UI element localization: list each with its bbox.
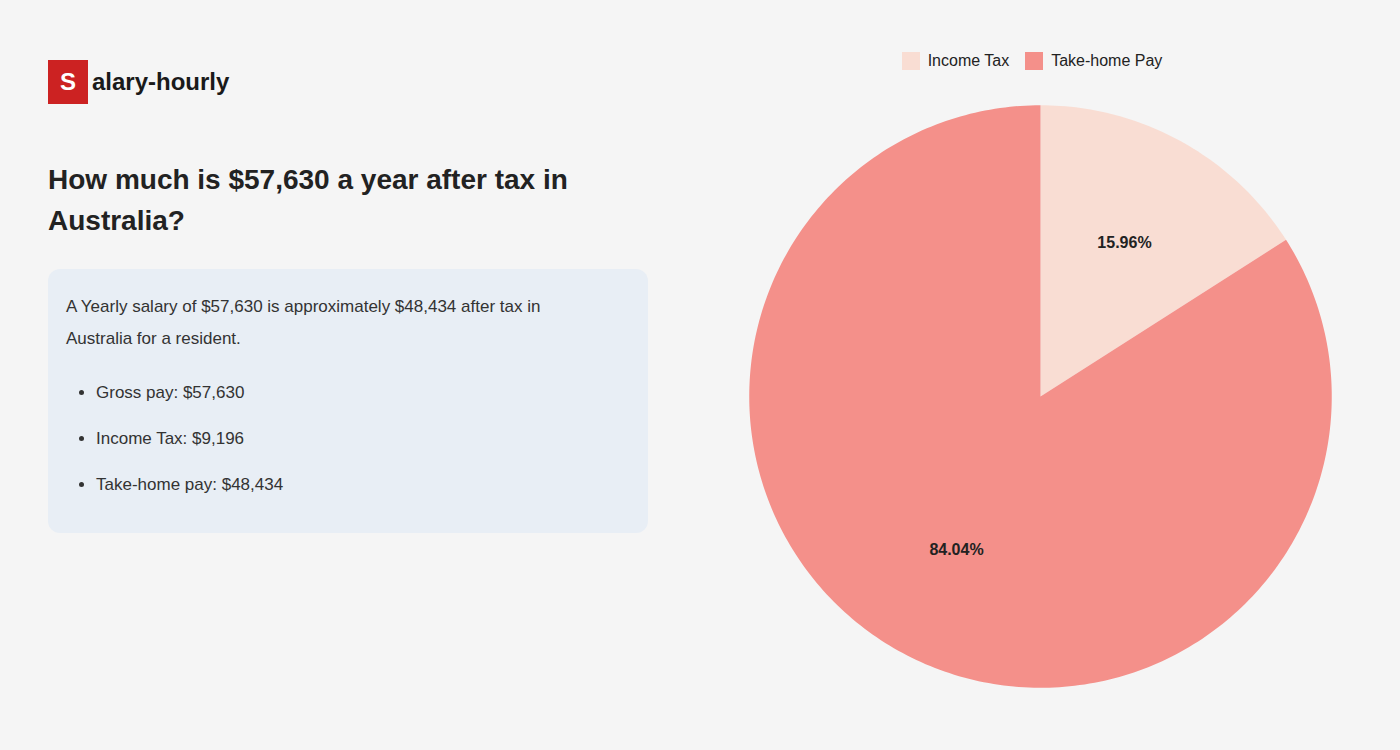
svg-text:84.04%: 84.04% xyxy=(929,540,983,557)
html-text:alary-hourly: alary-hourly xyxy=(92,68,230,95)
html-text:Income Tax: $9,196: Income Tax: $9,196 xyxy=(96,428,245,448)
html-text:Australia for a resident.: Australia for a resident. xyxy=(66,329,241,349)
html-text:Gross pay: $57,630: Gross pay: $57,630 xyxy=(96,382,245,402)
html-text:Income Tax: Income Tax xyxy=(927,52,1010,69)
html-text:How much is $57,630 a year aft: How much is $57,630 a year after tax in xyxy=(48,164,568,195)
html-text:S: S xyxy=(60,68,76,95)
html-text:Take-home Pay: Take-home Pay xyxy=(1051,52,1163,69)
html-text:Take-home pay: $48,434: Take-home pay: $48,434 xyxy=(96,474,284,494)
html-text:Australia?: Australia? xyxy=(48,204,185,236)
html-text:A Yearly salary of $57,630 is: A Yearly salary of $57,630 is approximat… xyxy=(66,297,541,317)
svg-text:15.96%: 15.96% xyxy=(1097,234,1151,251)
